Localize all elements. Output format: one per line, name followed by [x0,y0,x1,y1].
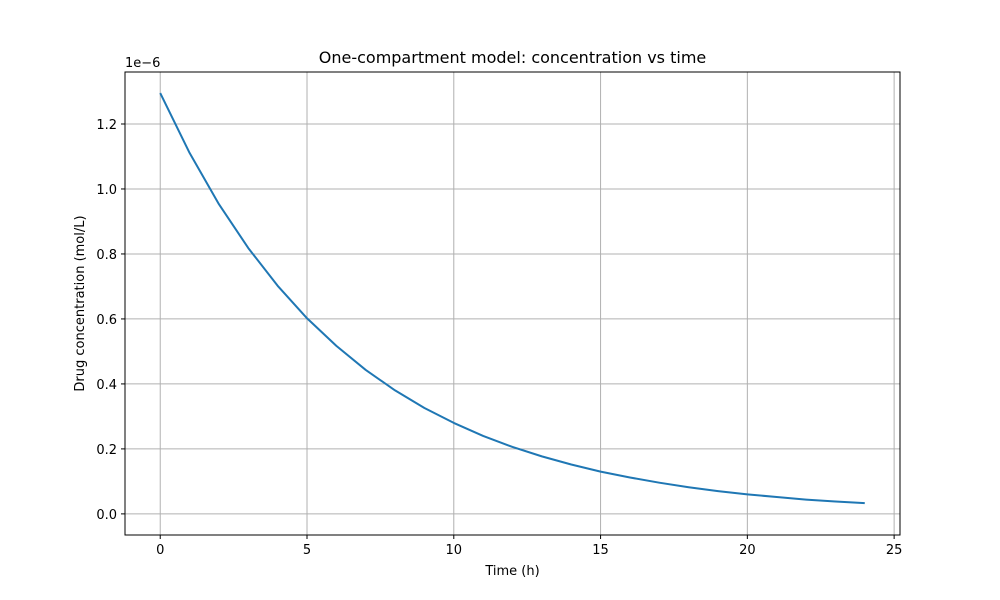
y-tick-label: 0.8 [96,248,117,263]
x-tick-label: 5 [303,543,311,558]
chart-title: One-compartment model: concentration vs … [319,48,707,67]
y-tick-label: 0.2 [96,443,117,458]
x-tick-label: 0 [156,543,164,558]
x-tick-label: 10 [446,543,463,558]
concentration-line [159,92,865,505]
plot-frame [124,71,901,536]
x-axis-label: Time (h) [484,564,539,579]
y-tick-label: 1.0 [96,183,117,198]
y-tick-label: 0.0 [96,508,117,523]
grid [125,72,900,535]
y-tick-label: 1.2 [96,118,117,133]
y-tick-label: 0.4 [96,378,117,393]
ticks: 0 5 10 15 20 25 0.0 0.2 0.4 0.6 0.8 1.0 1.2 [96,118,902,558]
x-tick-label: 25 [886,543,903,558]
x-tick-label: 20 [739,543,756,558]
y-axis-offset-label: 1e−6 [125,56,160,71]
x-tick-label: 15 [592,543,609,558]
plot-lines [159,92,865,505]
y-axis-label: Drug concentration (mol/L) [73,215,88,391]
y-tick-label: 0.6 [96,313,117,328]
